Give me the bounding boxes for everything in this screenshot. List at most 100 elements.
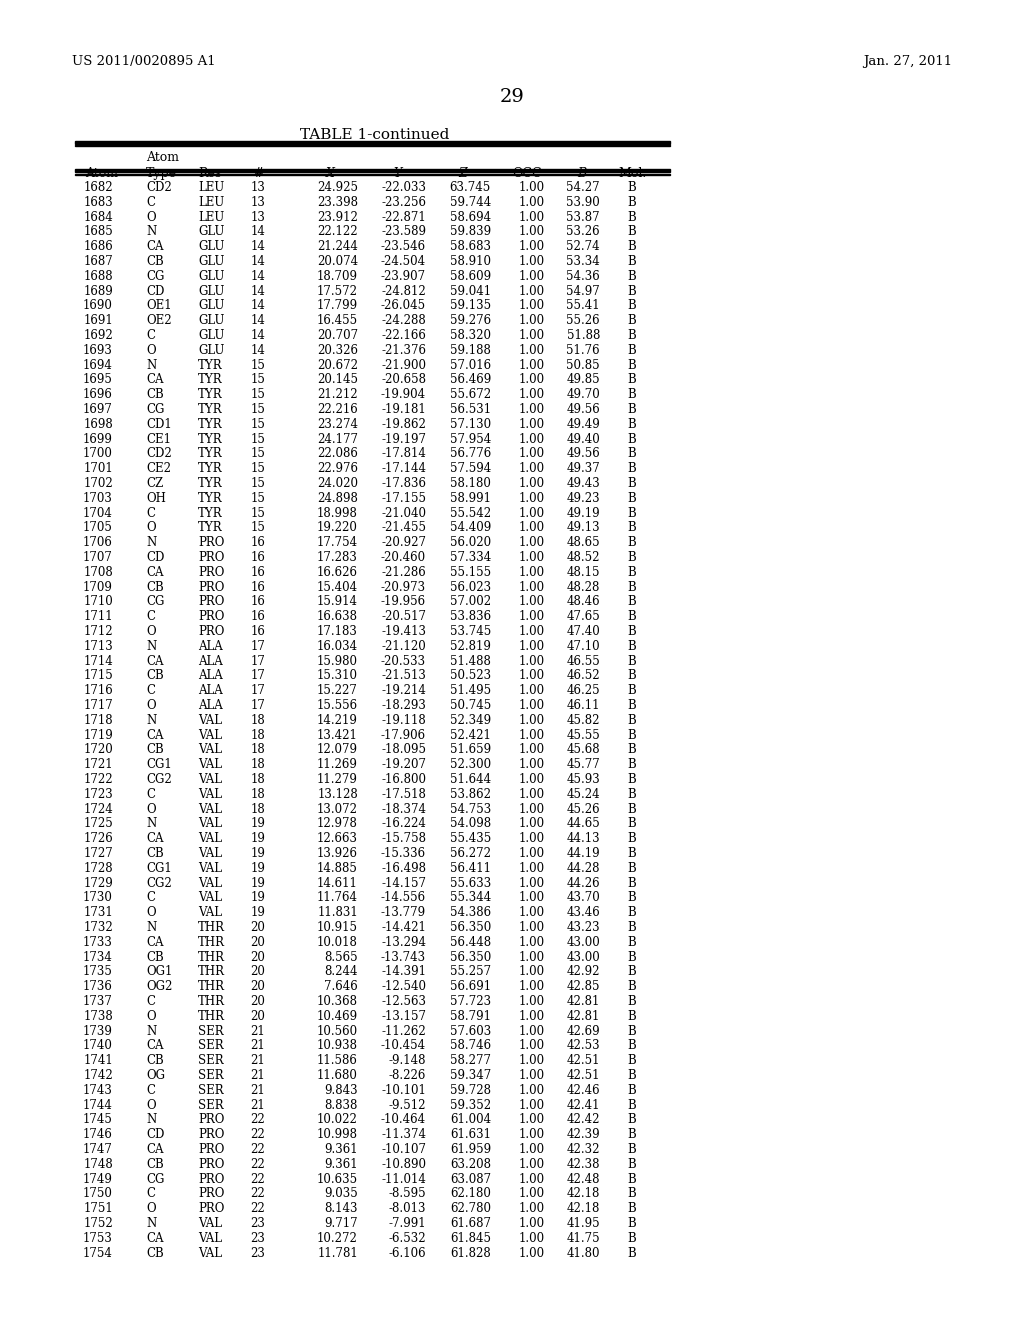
Text: 48.28: 48.28 bbox=[566, 581, 600, 594]
Text: -11.014: -11.014 bbox=[381, 1172, 426, 1185]
Text: 1.00: 1.00 bbox=[519, 1172, 545, 1185]
Text: 1.00: 1.00 bbox=[519, 965, 545, 978]
Text: B: B bbox=[628, 1158, 636, 1171]
Text: -12.540: -12.540 bbox=[381, 981, 426, 993]
Text: 54.753: 54.753 bbox=[450, 803, 490, 816]
Text: 22: 22 bbox=[251, 1113, 265, 1126]
Text: CA: CA bbox=[146, 832, 164, 845]
Text: 58.683: 58.683 bbox=[450, 240, 490, 253]
Text: GLU: GLU bbox=[198, 240, 224, 253]
Text: 57.334: 57.334 bbox=[450, 550, 490, 564]
Text: Res: Res bbox=[198, 168, 221, 180]
Text: 59.188: 59.188 bbox=[451, 343, 490, 356]
Text: 16: 16 bbox=[251, 550, 265, 564]
Text: B: B bbox=[628, 1055, 636, 1067]
Text: 51.495: 51.495 bbox=[450, 684, 490, 697]
Text: 57.954: 57.954 bbox=[450, 433, 490, 446]
Text: 54.386: 54.386 bbox=[450, 907, 490, 919]
Text: OG: OG bbox=[146, 1069, 165, 1082]
Text: CA: CA bbox=[146, 1232, 164, 1245]
Text: 20.145: 20.145 bbox=[317, 374, 358, 387]
Text: 55.542: 55.542 bbox=[450, 507, 490, 520]
Text: 1708: 1708 bbox=[83, 566, 113, 578]
Text: 1722: 1722 bbox=[83, 774, 113, 785]
Text: GLU: GLU bbox=[198, 329, 224, 342]
Text: THR: THR bbox=[198, 921, 225, 935]
Text: 46.25: 46.25 bbox=[566, 684, 600, 697]
Text: 59.276: 59.276 bbox=[450, 314, 490, 327]
Text: B: B bbox=[628, 240, 636, 253]
Text: 57.594: 57.594 bbox=[450, 462, 490, 475]
Text: B: B bbox=[628, 285, 636, 297]
Text: B: B bbox=[628, 1113, 636, 1126]
Text: -21.513: -21.513 bbox=[381, 669, 426, 682]
Text: 8.565: 8.565 bbox=[325, 950, 358, 964]
Text: 17.754: 17.754 bbox=[316, 536, 358, 549]
Text: B: B bbox=[628, 447, 636, 461]
Text: -19.214: -19.214 bbox=[381, 684, 426, 697]
Text: 15: 15 bbox=[251, 433, 265, 446]
Text: 45.55: 45.55 bbox=[566, 729, 600, 742]
Text: 19: 19 bbox=[251, 876, 265, 890]
Text: B: B bbox=[628, 1039, 636, 1052]
Text: 24.177: 24.177 bbox=[317, 433, 358, 446]
Text: VAL: VAL bbox=[198, 774, 222, 785]
Text: 42.81: 42.81 bbox=[566, 1010, 600, 1023]
Text: B: B bbox=[628, 774, 636, 785]
Text: 1692: 1692 bbox=[83, 329, 113, 342]
Text: OE1: OE1 bbox=[146, 300, 172, 313]
Text: 1702: 1702 bbox=[83, 477, 113, 490]
Text: CB: CB bbox=[146, 1246, 164, 1259]
Text: -21.040: -21.040 bbox=[381, 507, 426, 520]
Text: 16: 16 bbox=[251, 581, 265, 594]
Text: 9.717: 9.717 bbox=[325, 1217, 358, 1230]
Text: 21: 21 bbox=[251, 1069, 265, 1082]
Text: TYR: TYR bbox=[198, 492, 222, 504]
Text: 1730: 1730 bbox=[83, 891, 113, 904]
Text: 62.180: 62.180 bbox=[451, 1188, 490, 1200]
Text: 1715: 1715 bbox=[83, 669, 113, 682]
Text: PRO: PRO bbox=[198, 1188, 224, 1200]
Text: 59.352: 59.352 bbox=[450, 1098, 490, 1111]
Text: 63.745: 63.745 bbox=[450, 181, 490, 194]
Text: 17: 17 bbox=[251, 684, 265, 697]
Text: -22.166: -22.166 bbox=[381, 329, 426, 342]
Text: VAL: VAL bbox=[198, 817, 222, 830]
Text: C: C bbox=[146, 891, 155, 904]
Text: O: O bbox=[146, 803, 156, 816]
Text: 9.361: 9.361 bbox=[325, 1143, 358, 1156]
Text: 59.839: 59.839 bbox=[450, 226, 490, 239]
Text: 1.00: 1.00 bbox=[519, 669, 545, 682]
Text: 1749: 1749 bbox=[83, 1172, 113, 1185]
Text: ALA: ALA bbox=[198, 640, 223, 653]
Text: 15: 15 bbox=[251, 418, 265, 430]
Text: B: B bbox=[628, 211, 636, 223]
Text: 16.455: 16.455 bbox=[316, 314, 358, 327]
Text: CB: CB bbox=[146, 581, 164, 594]
Text: 61.845: 61.845 bbox=[450, 1232, 490, 1245]
Text: 23: 23 bbox=[251, 1246, 265, 1259]
Text: -16.800: -16.800 bbox=[381, 774, 426, 785]
Text: N: N bbox=[146, 714, 157, 727]
Text: 50.85: 50.85 bbox=[566, 359, 600, 372]
Text: VAL: VAL bbox=[198, 803, 222, 816]
Text: 10.938: 10.938 bbox=[317, 1039, 358, 1052]
Text: 14.611: 14.611 bbox=[317, 876, 358, 890]
Text: 57.723: 57.723 bbox=[450, 995, 490, 1008]
Text: OH: OH bbox=[146, 492, 166, 504]
Text: 42.51: 42.51 bbox=[566, 1069, 600, 1082]
Text: 1.00: 1.00 bbox=[519, 195, 545, 209]
Text: VAL: VAL bbox=[198, 832, 222, 845]
Text: 1720: 1720 bbox=[83, 743, 113, 756]
Text: 1.00: 1.00 bbox=[519, 595, 545, 609]
Text: THR: THR bbox=[198, 936, 225, 949]
Text: 45.26: 45.26 bbox=[566, 803, 600, 816]
Text: 1690: 1690 bbox=[83, 300, 113, 313]
Text: CB: CB bbox=[146, 743, 164, 756]
Text: 58.180: 58.180 bbox=[451, 477, 490, 490]
Text: 14: 14 bbox=[251, 255, 265, 268]
Text: GLU: GLU bbox=[198, 226, 224, 239]
Text: -20.460: -20.460 bbox=[381, 550, 426, 564]
Text: CB: CB bbox=[146, 255, 164, 268]
Text: 45.82: 45.82 bbox=[566, 714, 600, 727]
